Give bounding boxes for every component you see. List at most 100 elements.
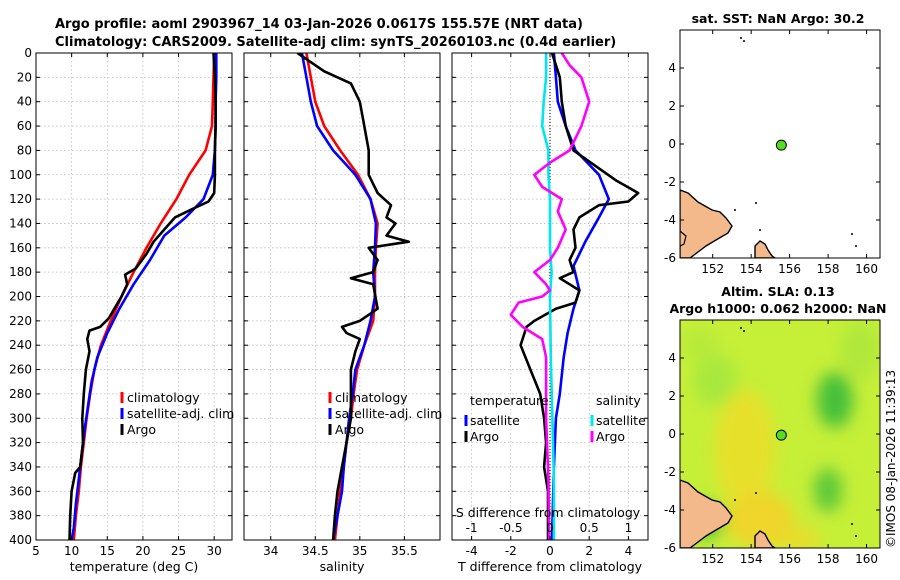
salinity-ticks: 34 34.5 35 35.5 [244,52,440,558]
difference-series [509,53,640,540]
s-tick-label: 1 [625,521,633,535]
lat-tick-label: -2 [664,175,676,189]
argo-float-marker [775,429,787,441]
x-tick-label: 4 [625,544,633,558]
series-line-temperature-argo [519,53,640,540]
x-tick-label: -4 [466,544,478,558]
lon-tick-label: 158 [817,262,840,276]
lon-tick-label: 152 [701,262,724,276]
x-tick-label: 2 [585,544,593,558]
s-tick-label: 0 [546,521,554,535]
depth-tick-label: 100 [9,168,32,182]
difference-ticks: -4 -2 0 2 4 -1 -0.5 0 0.5 1 [452,52,648,558]
series-line-argo [68,53,217,540]
lon-tick-label: 158 [817,552,840,566]
depth-tick-label: 220 [9,314,32,328]
salinity-series [296,53,411,540]
sst-map-ticks: 152 154 156 158 160 -6 -4 -2 0 2 4 [664,30,880,276]
salinity-panel: 34 34.5 35 35.5 salinity climatologysatelli… [243,52,442,574]
legend-label: satellite-adj. clim [335,406,442,421]
salinity-difference-label: S difference from climatology [456,505,641,520]
lon-tick-label: 152 [701,552,724,566]
depth-tick-label: 140 [9,216,32,230]
x-tick-label: -2 [505,544,517,558]
depth-tick-label: 280 [9,387,32,401]
lat-tick-label: 4 [668,351,676,365]
depth-tick-label: 320 [9,436,32,450]
sst-map-land [680,37,857,258]
depth-tick-label: 360 [9,484,32,498]
depth-tick-label: 340 [9,460,32,474]
s-tick-label: -1 [466,521,478,535]
x-tick-label: 0 [546,544,554,558]
lat-tick-label: 2 [668,99,676,113]
x-tick-label: 35 [352,544,367,558]
difference-panel: -4 -2 0 2 4 -1 -0.5 0 0.5 1 T difference from cli… [451,52,649,574]
sla-heatmap-field [680,320,880,548]
depth-tick-label: 60 [17,119,32,133]
lat-tick-label: -2 [664,465,676,479]
lat-tick-label: 0 [668,427,676,441]
sla-map-title: Altim. SLA: 0.13 [721,284,834,299]
temperature-ticks: 0 20 40 60 80 100 120 140 160 180 200 220 240 260 280 3… [9,46,232,558]
lon-tick-label: 156 [778,262,801,276]
lat-tick-label: 4 [668,61,676,75]
temperature-series [68,53,218,540]
difference-legend: temperaturesatelliteArgosalinitysatellit… [464,393,646,444]
x-tick-label: 15 [100,544,115,558]
argo-float-marker [775,139,787,151]
sla-map-ticks: 152 154 156 158 160 -6 -4 -2 0 2 4 [664,320,880,566]
legend-title: salinity [596,393,641,408]
sla-map-subtitle: Argo h1000: 0.062 h2000: NaN [669,301,886,316]
copyright-stamp: ©IMOS 08-Jan-2026 11:39:13 [884,370,898,548]
x-tick-label: 34 [263,544,278,558]
s-tick-label: -0.5 [499,521,522,535]
depth-tick-label: 120 [9,192,32,206]
legend-label: satellite [470,413,520,428]
salinity-grid [244,53,440,540]
lon-tick-label: 154 [740,262,763,276]
depth-tick-label: 200 [9,290,32,304]
legend-title: temperature [470,393,549,408]
sst-map: sat. SST: NaN Argo: 30.2 152 154 156 158 160… [664,11,881,276]
lon-tick-label: 160 [855,262,878,276]
x-tick-label: 5 [32,544,40,558]
lat-tick-label: 2 [668,389,676,403]
temperature-panel: 0 20 40 60 80 100 120 140 160 180 200 220 240 260 280 3… [9,46,234,574]
depth-tick-label: 80 [17,143,32,157]
depth-tick-label: 380 [9,509,32,523]
x-tick-label: 34.5 [302,544,329,558]
legend-label: satellite-adj. clim [127,406,234,421]
depth-tick-label: 300 [9,411,32,425]
lat-tick-label: 0 [668,137,676,151]
temperature-xlabel: temperature (deg C) [70,559,199,574]
x-tick-label: 20 [135,544,150,558]
sla-map: Altim. SLA: 0.13 Argo h1000: 0.062 h2000… [664,284,887,566]
s-tick-label: 0.5 [580,521,599,535]
legend-label: climatology [335,390,408,405]
legend-label: Argo [127,422,156,437]
lon-tick-label: 154 [740,552,763,566]
depth-tick-label: 180 [9,265,32,279]
depth-tick-label: 40 [17,95,32,109]
legend-label: climatology [127,390,200,405]
header-line-2: Climatology: CARS2009. Satellite-adj cli… [55,35,616,50]
difference-xlabel: T difference from climatology [457,559,643,574]
depth-tick-label: 20 [17,70,32,84]
depth-tick-label: 400 [9,533,32,547]
lon-tick-label: 156 [778,552,801,566]
salinity-xlabel: salinity [320,559,365,574]
lat-tick-label: -6 [664,251,676,265]
legend-label: Argo [470,429,499,444]
lon-tick-label: 160 [855,552,878,566]
x-tick-label: 25 [171,544,186,558]
sst-map-title: sat. SST: NaN Argo: 30.2 [692,11,865,26]
header-line-1: Argo profile: aoml 2903967_14 03-Jan-202… [55,17,583,32]
series-line-argo [296,53,411,540]
depth-tick-label: 160 [9,241,32,255]
series-line-salinity-argo [509,53,591,540]
x-tick-label: 35.5 [391,544,418,558]
